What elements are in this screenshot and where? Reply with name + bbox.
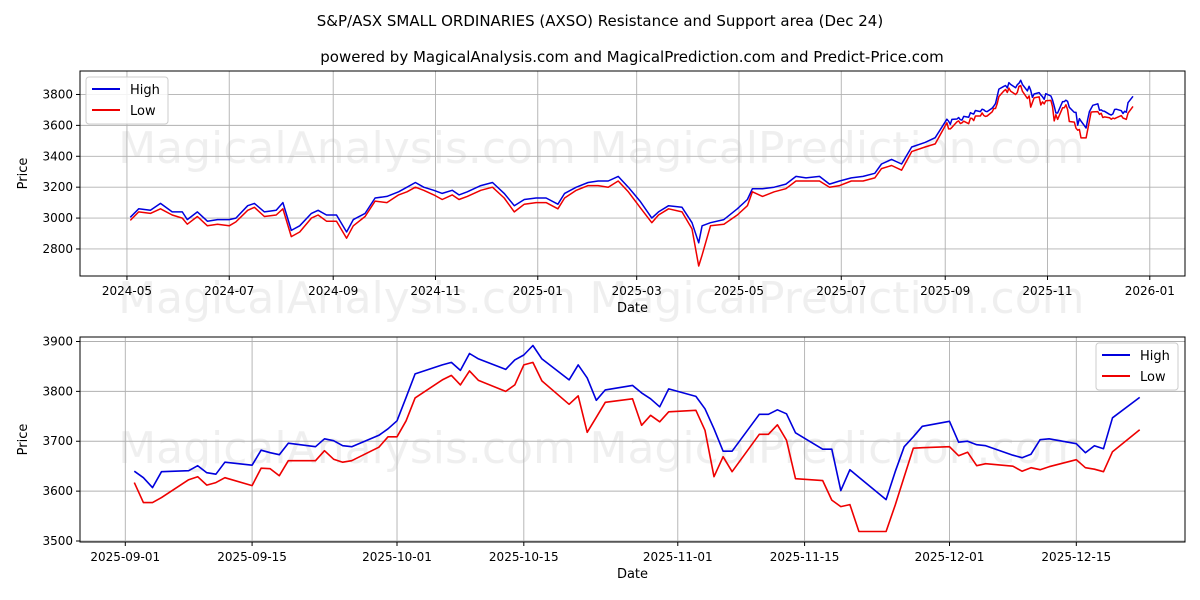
x-axis-label: Date [617, 301, 648, 316]
x-tick-label: 2025-11-15 [770, 550, 840, 564]
x-tick-label: 2025-09-15 [217, 550, 287, 564]
legend-label-low: Low [130, 104, 156, 119]
y-tick-label: 3600 [42, 484, 73, 498]
x-tick-label: 2026-01 [1125, 284, 1175, 298]
watermark-analysis: MagicalAnalysis.com [118, 423, 576, 474]
x-tick-label: 2024-11 [410, 284, 460, 298]
high-series-line [133, 344, 1141, 501]
watermark-analysis: MagicalAnalysis.com [118, 273, 576, 324]
x-tick-label: 2025-11-01 [643, 550, 713, 564]
x-tick-label: 2025-09 [920, 284, 970, 298]
low-series-line [133, 361, 1141, 533]
y-tick-label: 3000 [42, 211, 73, 225]
x-axis-label: Date [617, 567, 648, 582]
y-tick-label: 3700 [42, 434, 73, 448]
y-tick-label: 2800 [42, 242, 73, 256]
x-tick-label: 2025-01 [513, 284, 563, 298]
legend: High Low [1095, 342, 1179, 391]
y-tick-label: 3800 [42, 384, 73, 398]
watermark-prediction: MagicalPrediction.com [590, 273, 1085, 324]
x-tick-label: 2025-10-15 [489, 550, 559, 564]
legend: High Low [85, 76, 169, 125]
y-axis-label: Price [16, 158, 31, 190]
x-tick-label: 2025-12-15 [1041, 550, 1111, 564]
axes-frame [79, 70, 1186, 277]
y-tick-label: 3900 [42, 334, 73, 348]
y-axis-label: Price [16, 424, 31, 456]
x-tick-label: 2025-10-01 [362, 550, 432, 564]
x-tick-label: 2025-09-01 [90, 550, 160, 564]
x-tick-label: 2024-07 [204, 284, 254, 298]
watermark-prediction: MagicalPrediction.com [590, 123, 1085, 174]
y-tick-label: 3800 [42, 87, 73, 101]
y-tick-label: 3400 [42, 149, 73, 163]
low-series-line [129, 84, 1134, 267]
legend-label-low: Low [1140, 370, 1166, 385]
watermark-analysis: MagicalAnalysis.com [118, 123, 576, 174]
recent-zoom-chart: 2025-09-01 2025-09-15 2025-10-01 2025-10-15… [16, 334, 1186, 582]
chart-title: S&P/ASX SMALL ORDINARIES (AXSO) Resistan… [317, 12, 883, 30]
chart-subtitle: powered by MagicalAnalysis.com and Magic… [320, 48, 944, 66]
high-series-line [129, 79, 1134, 244]
x-tick-label: 2025-12-01 [915, 550, 985, 564]
y-tick-label: 3500 [42, 534, 73, 548]
x-tick-label: 2024-05 [102, 284, 152, 298]
full-history-chart: 2024-05 2024-07 2024-09 2024-11 2025-01 2025-… [16, 70, 1186, 316]
x-tick-label: 2025-07 [816, 284, 866, 298]
x-tick-label: 2024-09 [308, 284, 358, 298]
y-tick-label: 3600 [42, 118, 73, 132]
x-tick-label: 2025-03 [612, 284, 662, 298]
watermarks: MagicalAnalysis.com MagicalPrediction.co… [118, 123, 1084, 474]
x-tick-label: 2025-05 [714, 284, 764, 298]
legend-label-high: High [130, 83, 160, 98]
y-tick-label: 3200 [42, 180, 73, 194]
legend-label-high: High [1140, 349, 1170, 364]
axes-frame [79, 336, 1186, 543]
x-tick-label: 2025-11 [1022, 284, 1072, 298]
